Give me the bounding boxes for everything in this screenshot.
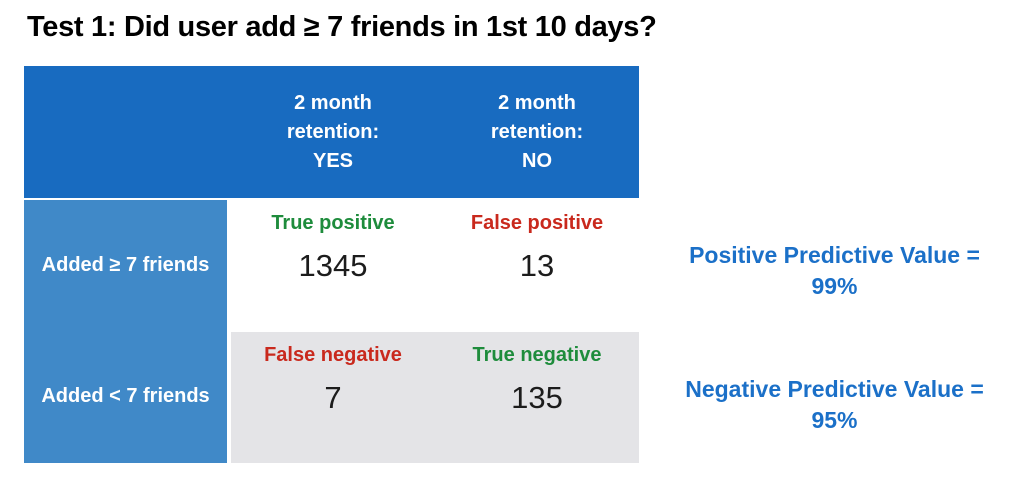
false-positive-value: 13 (519, 248, 555, 283)
false-negative-value: 7 (324, 380, 342, 415)
false-positive-label: False positive (470, 212, 604, 234)
true-positive-cell: True positive 1345 (231, 200, 435, 330)
false-negative-cell: False negative 7 (231, 332, 435, 463)
table-row-added-lt-7: False negative 7 True negative 135 (231, 332, 639, 463)
table-row-added-ge-7: True positive 1345 False positive 13 (231, 200, 639, 330)
confusion-matrix-cells: True positive 1345 False positive 13 Fal… (231, 200, 639, 463)
true-negative-value: 135 (511, 380, 563, 415)
true-negative-label: True negative (472, 344, 602, 366)
false-negative-label: False negative (264, 344, 402, 366)
slide-title: Test 1: Did user add ≥ 7 friends in 1st … (27, 11, 657, 43)
negative-predictive-value-text: Negative Predictive Value = 95% (685, 376, 984, 433)
col-header-retention-yes: 2 month retention: YES (286, 91, 380, 172)
true-negative-cell: True negative 135 (435, 332, 639, 463)
row-label-column: Added ≥ 7 friends Added < 7 friends (24, 200, 227, 463)
row-header-added-ge-7: Added ≥ 7 friends (41, 253, 210, 276)
true-positive-label: True positive (271, 212, 395, 234)
row-header-added-lt-7: Added < 7 friends (41, 385, 210, 407)
table-header-row: 2 month retention: YES 2 month retention… (24, 66, 639, 198)
true-positive-value: 1345 (298, 248, 368, 283)
false-positive-cell: False positive 13 (435, 200, 639, 330)
col-header-retention-no: 2 month retention: NO (490, 91, 584, 172)
positive-predictive-value-text: Positive Predictive Value = 99% (689, 242, 980, 299)
